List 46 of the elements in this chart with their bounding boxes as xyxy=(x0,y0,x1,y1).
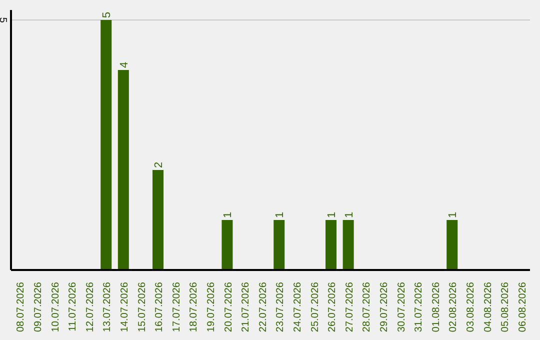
x-tick-label: 05.08.2026 xyxy=(500,282,512,332)
x-tick-label: 08.07.2026 xyxy=(16,282,27,332)
data-label: 1 xyxy=(222,212,234,218)
x-tick-label: 26.07.2026 xyxy=(327,282,338,332)
data-label: 1 xyxy=(447,212,460,218)
x-tick-label: 02.08.2026 xyxy=(448,282,460,332)
x-tick-label: 09.07.2026 xyxy=(32,282,44,332)
x-tick-label: 03.08.2026 xyxy=(465,282,476,332)
x-tick-label: 25.07.2026 xyxy=(310,282,321,332)
bar xyxy=(274,220,285,270)
bar xyxy=(446,220,458,270)
x-tick-label: 12.07.2026 xyxy=(84,282,96,332)
x-tick-label: 27.07.2026 xyxy=(344,282,356,332)
x-tick-label: 18.07.2026 xyxy=(188,282,200,332)
bar xyxy=(100,20,112,270)
x-tick-label: 11.07.2026 xyxy=(68,282,79,332)
x-tick-label: 06.08.2026 xyxy=(517,282,528,332)
bar xyxy=(118,70,129,270)
bar xyxy=(222,220,233,270)
data-label: 1 xyxy=(326,212,338,218)
data-label: 2 xyxy=(153,162,166,168)
x-tick-label: 21.07.2026 xyxy=(240,282,252,332)
x-tick-label: 24.07.2026 xyxy=(292,282,304,332)
bar xyxy=(152,170,164,270)
x-tick-label: 28.07.2026 xyxy=(362,282,373,332)
bar xyxy=(326,220,337,270)
x-tick-label: 19.07.2026 xyxy=(206,282,217,332)
x-tick-label: 10.07.2026 xyxy=(50,282,62,332)
data-label: 5 xyxy=(101,12,114,18)
x-tick-label: 14.07.2026 xyxy=(119,282,130,332)
x-tick-label: 30.07.2026 xyxy=(396,282,408,332)
x-tick-label: 31.07.2026 xyxy=(414,282,425,332)
x-tick-label: 23.07.2026 xyxy=(275,282,286,332)
x-tick-label: 16.07.2026 xyxy=(154,282,166,332)
data-label: 4 xyxy=(118,62,130,68)
x-tick-label: 20.07.2026 xyxy=(223,282,234,332)
x-tick-label: 17.07.2026 xyxy=(171,282,182,332)
x-tick-label: 04.08.2026 xyxy=(482,282,494,332)
x-tick-label: 15.07.2026 xyxy=(136,282,148,332)
x-tick-label: 01.08.2026 xyxy=(430,282,442,332)
x-tick-label: 13.07.2026 xyxy=(102,282,114,332)
data-label: 1 xyxy=(274,212,286,218)
data-label: 1 xyxy=(343,212,356,218)
x-tick-label: 29.07.2026 xyxy=(378,282,390,332)
x-tick-label: 22.07.2026 xyxy=(258,282,269,332)
bar xyxy=(342,220,354,270)
